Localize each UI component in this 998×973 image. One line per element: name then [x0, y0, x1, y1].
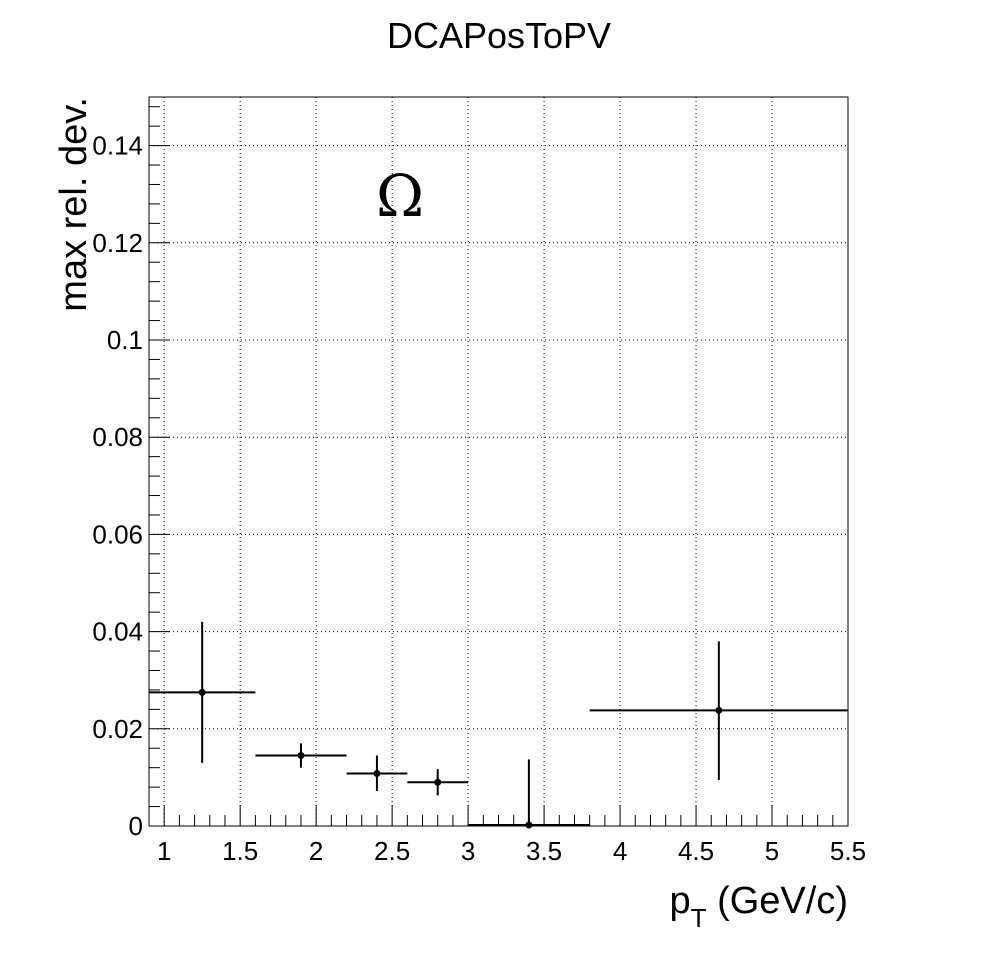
tick-labels: 1 1.5 2 2.5 3 3.5 4 4.5 5 5.5 0 0.02 0.04 0.06 0.08 0.1… [92, 131, 866, 866]
data-points [149, 621, 848, 829]
marker-4 [525, 821, 533, 829]
chart-title: DCAPosToPV [387, 15, 611, 56]
omega-annotation: Ω [376, 162, 424, 230]
y-tick-label-2: 0.04 [92, 617, 143, 647]
marker-2 [373, 770, 381, 778]
x-tick-label-2: 2 [309, 836, 323, 866]
data-point-3 [407, 769, 469, 796]
axis-ticks [148, 106, 849, 827]
y-tick-label-7: 0.14 [92, 131, 143, 161]
y-tick-label-3: 0.06 [92, 519, 143, 549]
x-tick-label-8: 5 [765, 836, 779, 866]
marker-3 [434, 778, 442, 786]
x-tick-label-4: 3 [461, 836, 475, 866]
x-tick-label-1: 1.5 [222, 836, 258, 866]
marker-1 [297, 752, 305, 760]
x-tick-label-6: 4 [613, 836, 627, 866]
data-point-0 [149, 621, 256, 763]
x-tick-label-7: 4.5 [678, 836, 714, 866]
y-axis-label: max rel. dev. [53, 97, 95, 312]
grid-lines [149, 97, 848, 826]
y-tick-label-1: 0.02 [92, 714, 143, 744]
plot-frame [148, 96, 849, 827]
y-tick-label-6: 0.12 [92, 228, 143, 258]
data-point-4 [468, 759, 590, 829]
y-tick-label-5: 0.1 [107, 325, 143, 355]
data-point-5 [589, 641, 848, 780]
x-tick-label-9: 5.5 [830, 836, 866, 866]
y-tick-label-4: 0.08 [92, 422, 143, 452]
marker-0 [198, 688, 206, 696]
x-tick-label-5: 3.5 [526, 836, 562, 866]
data-point-1 [255, 743, 347, 768]
x-tick-label-3: 2.5 [374, 836, 410, 866]
x-axis-label: pT (GeV/c) [670, 880, 849, 933]
marker-5 [715, 706, 723, 714]
data-point-2 [346, 755, 408, 792]
x-tick-label-0: 1 [157, 836, 171, 866]
y-tick-label-0: 0 [129, 811, 143, 841]
